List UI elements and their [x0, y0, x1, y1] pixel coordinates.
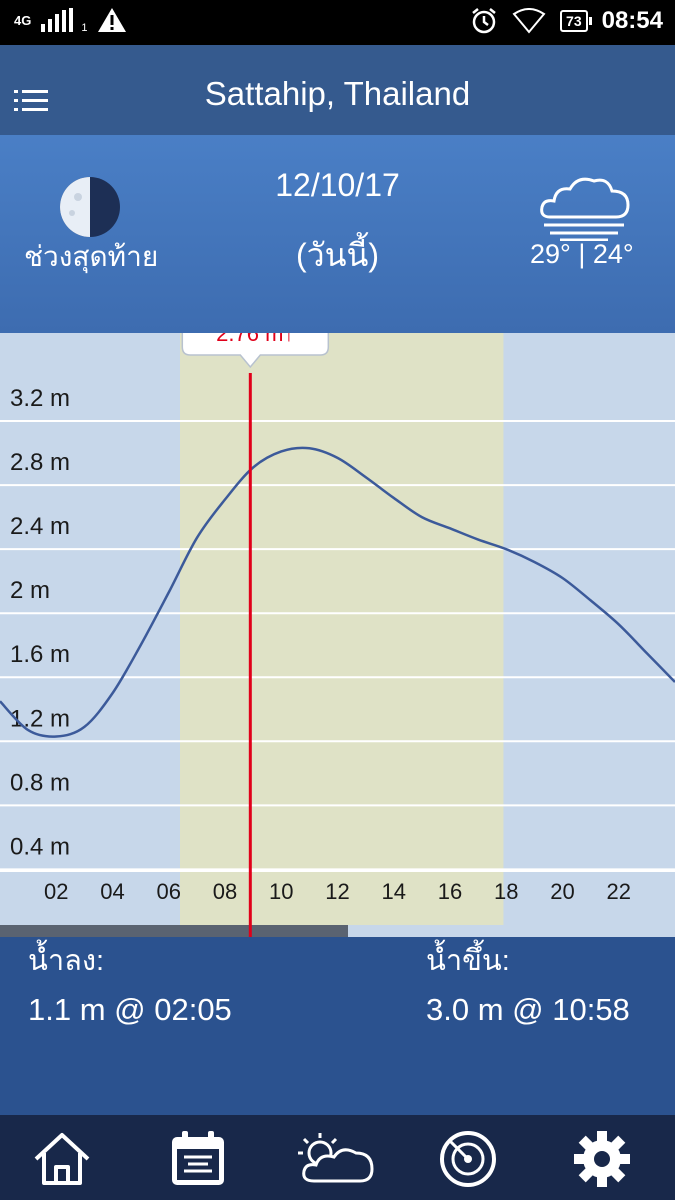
x-tick-label: 08	[213, 879, 237, 904]
low-tide-value: 1.1 m @ 02:05	[28, 992, 232, 1027]
battery-indicator: 73	[560, 10, 592, 32]
y-tick-label: 1.2 m	[10, 705, 70, 732]
high-tide-label: น้ำขึ้น:	[426, 945, 510, 977]
x-tick-label: 16	[438, 879, 462, 904]
weather-icon[interactable]	[292, 1129, 376, 1189]
y-tick-label: 2.4 m	[10, 513, 70, 540]
y-tick-label: 1.6 m	[10, 641, 70, 668]
home-icon[interactable]	[30, 1129, 94, 1189]
signal-icon	[41, 8, 74, 32]
x-tick-label: 10	[269, 879, 293, 904]
date-note: (วันนี้)	[295, 237, 380, 273]
tide-chart[interactable]: 3.2 m 2.8 m 2.4 m 2 m 1.6 m 1.2 m 0.8 m 0.4 m 0…	[0, 333, 675, 937]
y-tick-label: 0.8 m	[10, 769, 70, 796]
tide-summary: น้ำลง: 1.1 m @ 02:05 น้ำขึ้น: 3.0 m @ 10…	[0, 937, 675, 1115]
tide-curve	[0, 446, 675, 738]
app-header: Sattahip, Thailand	[0, 45, 675, 135]
current-level-callout: 2.76 m↑	[181, 333, 330, 369]
moon-phase-icon	[60, 177, 120, 237]
y-tick-label: 3.2 m	[10, 385, 70, 412]
network-label: 4G	[14, 12, 32, 28]
y-tick-label: 2 m	[10, 577, 50, 604]
settings-icon[interactable]	[570, 1129, 634, 1189]
x-tick-label: 18	[494, 879, 518, 904]
cloudy-icon	[540, 177, 630, 241]
wifi-icon	[512, 8, 546, 34]
menu-icon[interactable]	[14, 89, 48, 113]
x-tick-label: 02	[44, 879, 68, 904]
current-level-label: 2.76 m↑	[216, 333, 294, 346]
bottom-navigation	[0, 1115, 675, 1200]
time-scrollbar[interactable]	[0, 925, 348, 937]
status-bar: 4G 1 73 08:54	[0, 0, 675, 45]
date-label: 12/10/17	[275, 167, 400, 203]
x-tick-label: 22	[607, 879, 631, 904]
x-tick-label: 04	[100, 879, 124, 904]
daylight-band	[180, 333, 504, 925]
alarm-icon	[472, 8, 496, 34]
warning-icon	[98, 8, 127, 32]
moon-phase-label: ช่วงสุดท้าย	[24, 241, 159, 272]
x-tick-label: 14	[382, 879, 406, 904]
low-tide-label: น้ำลง:	[28, 945, 105, 977]
y-tick-label: 2.8 m	[10, 449, 70, 476]
calendar-icon[interactable]	[166, 1129, 230, 1189]
page-title: Sattahip, Thailand	[204, 75, 471, 112]
x-axis-labels: 02 04 06 08 10 12 14 16 18 20 22	[44, 879, 631, 904]
sim-label: 1	[81, 22, 88, 34]
x-tick-label: 12	[325, 879, 349, 904]
clock: 08:54	[601, 7, 663, 34]
temperature-range: 29° | 24°	[530, 239, 634, 269]
x-tick-label: 06	[157, 879, 181, 904]
radar-icon[interactable]	[436, 1129, 500, 1189]
y-axis-labels: 3.2 m 2.8 m 2.4 m 2 m 1.6 m 1.2 m 0.8 m 0.4 m	[10, 385, 70, 860]
y-tick-label: 0.4 m	[10, 833, 70, 860]
day-info-panel: ช่วงสุดท้าย 12/10/17 (วันนี้) 29° | 24°	[0, 135, 675, 333]
grid-lines	[0, 420, 675, 872]
x-tick-label: 20	[550, 879, 574, 904]
high-tide-value: 3.0 m @ 10:58	[426, 992, 630, 1027]
